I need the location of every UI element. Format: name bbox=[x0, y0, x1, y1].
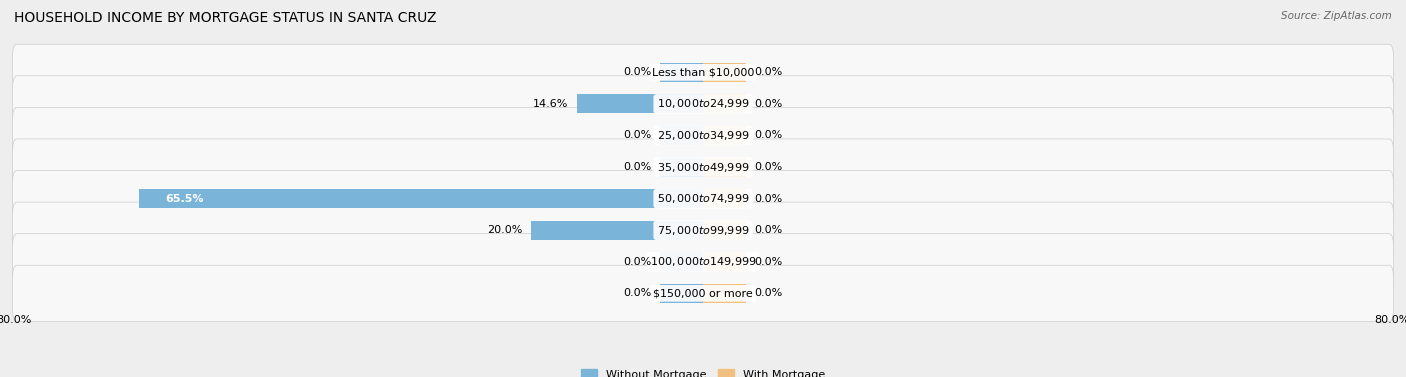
Text: 65.5%: 65.5% bbox=[165, 194, 204, 204]
Bar bbox=[703, 189, 747, 208]
Text: $150,000 or more: $150,000 or more bbox=[654, 288, 752, 298]
Text: 0.0%: 0.0% bbox=[755, 162, 783, 172]
Text: Source: ZipAtlas.com: Source: ZipAtlas.com bbox=[1281, 11, 1392, 21]
Bar bbox=[703, 284, 747, 303]
Bar bbox=[703, 252, 747, 271]
FancyBboxPatch shape bbox=[13, 76, 1393, 132]
Bar bbox=[703, 63, 747, 82]
Text: $100,000 to $149,999: $100,000 to $149,999 bbox=[650, 255, 756, 268]
FancyBboxPatch shape bbox=[13, 107, 1393, 164]
Text: $10,000 to $24,999: $10,000 to $24,999 bbox=[657, 97, 749, 110]
Text: 0.0%: 0.0% bbox=[623, 130, 651, 141]
Text: 0.0%: 0.0% bbox=[755, 225, 783, 235]
Bar bbox=[659, 284, 703, 303]
Text: 0.0%: 0.0% bbox=[755, 99, 783, 109]
Bar bbox=[659, 126, 703, 145]
Bar bbox=[703, 158, 747, 176]
Text: HOUSEHOLD INCOME BY MORTGAGE STATUS IN SANTA CRUZ: HOUSEHOLD INCOME BY MORTGAGE STATUS IN S… bbox=[14, 11, 436, 25]
Bar bbox=[659, 158, 703, 176]
Bar bbox=[659, 63, 703, 82]
Bar bbox=[703, 94, 747, 113]
Text: 0.0%: 0.0% bbox=[623, 162, 651, 172]
Text: Less than $10,000: Less than $10,000 bbox=[652, 67, 754, 77]
Text: $50,000 to $74,999: $50,000 to $74,999 bbox=[657, 192, 749, 205]
FancyBboxPatch shape bbox=[13, 44, 1393, 100]
Text: 0.0%: 0.0% bbox=[623, 257, 651, 267]
Text: 0.0%: 0.0% bbox=[623, 67, 651, 77]
FancyBboxPatch shape bbox=[13, 170, 1393, 227]
Text: 0.0%: 0.0% bbox=[755, 67, 783, 77]
Text: 20.0%: 20.0% bbox=[486, 225, 522, 235]
Text: 0.0%: 0.0% bbox=[623, 288, 651, 298]
Bar bbox=[531, 221, 703, 240]
Text: 0.0%: 0.0% bbox=[755, 288, 783, 298]
Text: 14.6%: 14.6% bbox=[533, 99, 568, 109]
FancyBboxPatch shape bbox=[13, 202, 1393, 258]
Bar bbox=[139, 189, 703, 208]
Legend: Without Mortgage, With Mortgage: Without Mortgage, With Mortgage bbox=[576, 365, 830, 377]
Text: 0.0%: 0.0% bbox=[755, 257, 783, 267]
Bar bbox=[703, 221, 747, 240]
Text: $75,000 to $99,999: $75,000 to $99,999 bbox=[657, 224, 749, 237]
Text: $25,000 to $34,999: $25,000 to $34,999 bbox=[657, 129, 749, 142]
Text: 0.0%: 0.0% bbox=[755, 194, 783, 204]
FancyBboxPatch shape bbox=[13, 139, 1393, 195]
Bar bbox=[578, 94, 703, 113]
Bar bbox=[659, 252, 703, 271]
FancyBboxPatch shape bbox=[13, 265, 1393, 322]
Text: 0.0%: 0.0% bbox=[755, 130, 783, 141]
Bar bbox=[703, 126, 747, 145]
FancyBboxPatch shape bbox=[13, 234, 1393, 290]
Text: $35,000 to $49,999: $35,000 to $49,999 bbox=[657, 161, 749, 173]
